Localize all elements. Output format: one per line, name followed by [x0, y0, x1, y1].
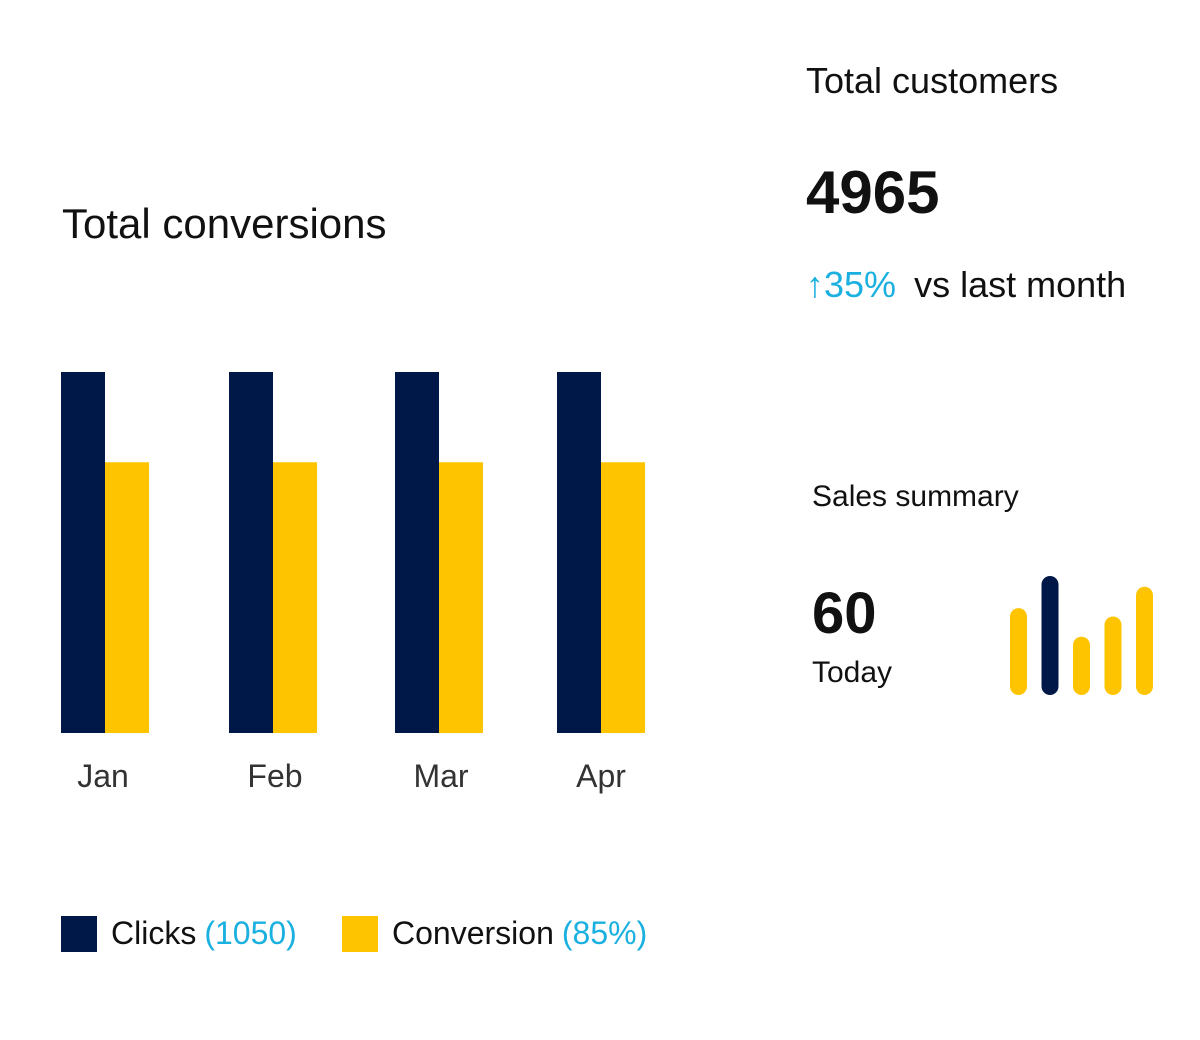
- legend-swatch-clicks: [61, 915, 97, 952]
- x-tick-label: Jan: [77, 758, 129, 794]
- mini-bar: [1041, 576, 1059, 695]
- legend-value: (1050): [204, 915, 297, 951]
- mini-bar: [1104, 616, 1122, 695]
- bar-conversion-mar: [439, 462, 483, 733]
- legend-value: (85%): [561, 915, 648, 951]
- chart-title: Total conversions: [62, 200, 387, 247]
- bar-clicks-feb: [229, 372, 273, 733]
- legend-conversion: Conversion (85%): [342, 915, 647, 952]
- x-tick-label: Apr: [576, 758, 626, 794]
- legend-label: Clicks: [111, 915, 197, 951]
- bar-clicks-mar: [395, 372, 439, 733]
- mini-bar: [1073, 636, 1090, 695]
- bar-conversion-apr: [601, 462, 645, 733]
- legend-swatch-conversion: [342, 915, 378, 952]
- legend-clicks: Clicks (1050): [61, 915, 297, 952]
- sales-value: 60: [812, 581, 877, 646]
- change-text: vs last month: [914, 264, 1127, 305]
- total-customers-label: Total customers: [806, 60, 1059, 101]
- mini-bar: [1136, 586, 1153, 695]
- bar-chart: Jan Feb Mar Apr: [61, 372, 645, 794]
- arrow-up-icon: ↑: [806, 264, 824, 305]
- bar-conversion-feb: [273, 462, 317, 733]
- mini-bar: [1010, 608, 1027, 695]
- total-customers-value: 4965: [806, 159, 940, 226]
- bar-conversion-jan: [105, 462, 149, 733]
- change-percent: 35%: [824, 264, 897, 305]
- legend-label: Conversion: [392, 915, 554, 951]
- bar-clicks-jan: [61, 372, 105, 733]
- sales-summary-label: Sales summary: [812, 480, 1019, 513]
- sales-mini-chart: [1010, 576, 1153, 695]
- x-tick-label: Feb: [247, 758, 302, 794]
- customers-change: ↑ 35% vs last month: [806, 264, 1126, 306]
- bar-clicks-apr: [557, 372, 601, 733]
- sales-sub: Today: [812, 656, 893, 689]
- x-tick-label: Mar: [413, 758, 468, 794]
